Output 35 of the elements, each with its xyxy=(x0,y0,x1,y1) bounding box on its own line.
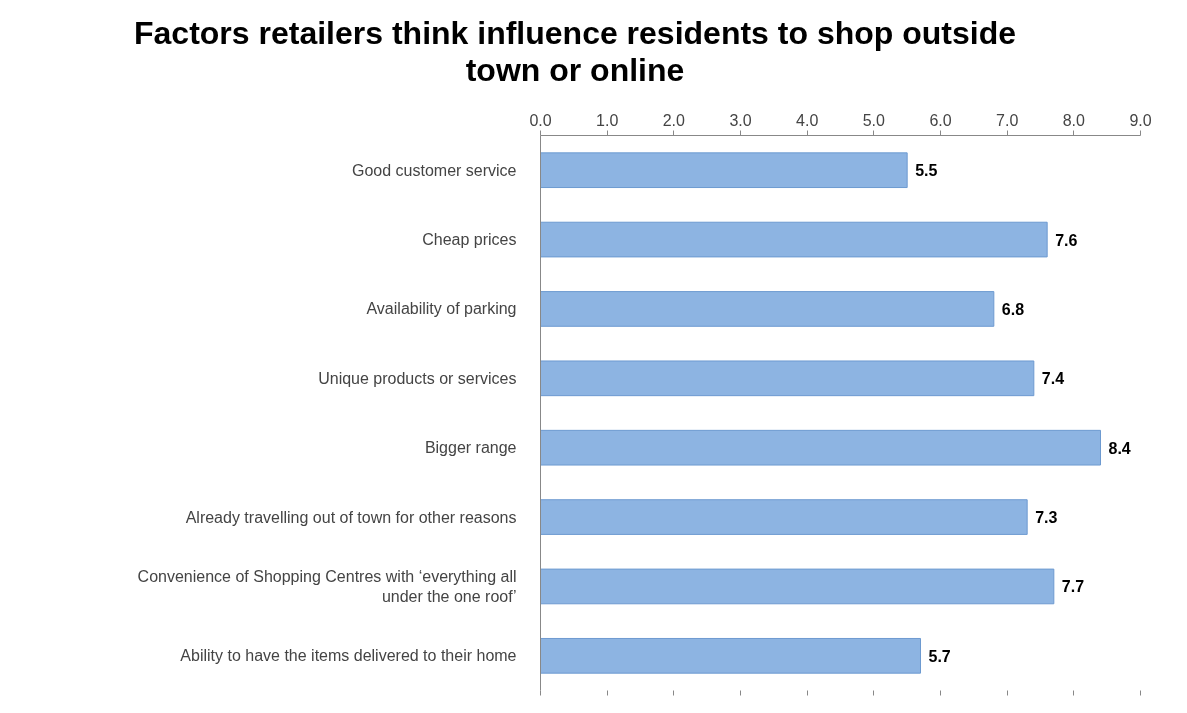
x-tick-label: 5.0 xyxy=(862,111,886,129)
chart-title: Factors retailers think influence residents to shop outside town or online xyxy=(133,15,1017,89)
y-tick-label: Already travelling out of town for other reasons xyxy=(185,508,517,526)
data-label: 8.4 xyxy=(1108,439,1131,457)
y-tick-label: Availability of parking xyxy=(366,300,517,318)
data-label: 7.3 xyxy=(1035,509,1058,527)
y-tick-label: Bigger range xyxy=(424,439,517,457)
x-tick-label: 0.0 xyxy=(529,111,552,129)
x-tick-label: 9.0 xyxy=(1129,111,1152,129)
x-tick-label: 6.0 xyxy=(929,111,952,129)
data-label: 7.4 xyxy=(1041,370,1065,388)
bar xyxy=(540,499,1028,535)
data-label: 5.5 xyxy=(915,162,938,180)
x-tick-label: 8.0 xyxy=(1062,111,1086,129)
bar xyxy=(540,221,1048,258)
bar xyxy=(540,429,1101,466)
y-tick-label: Unique products or services xyxy=(318,369,517,387)
data-label: 6.8 xyxy=(1001,300,1025,318)
bar xyxy=(540,637,921,674)
bar xyxy=(540,360,1035,397)
bar xyxy=(540,152,908,189)
y-tick-label: Cheap prices xyxy=(422,231,517,249)
x-tick-label: 3.0 xyxy=(729,111,752,129)
x-tick-label: 7.0 xyxy=(996,111,1019,129)
bar xyxy=(540,291,995,327)
x-tick-label: 2.0 xyxy=(662,111,686,129)
x-tick-label: 1.0 xyxy=(596,111,619,129)
x-tick-label: 4.0 xyxy=(796,111,819,129)
y-tick-label: Convenience of Shopping Centres with ‘everything all under the one roof’ xyxy=(137,567,517,606)
data-label: 7.6 xyxy=(1055,231,1078,249)
data-label: 5.7 xyxy=(928,647,951,665)
y-tick-label: Good customer service xyxy=(351,161,517,179)
y-tick-label: Ability to have the items delivered to their home xyxy=(180,647,517,665)
data-label: 7.7 xyxy=(1061,578,1085,596)
bar xyxy=(540,568,1055,605)
